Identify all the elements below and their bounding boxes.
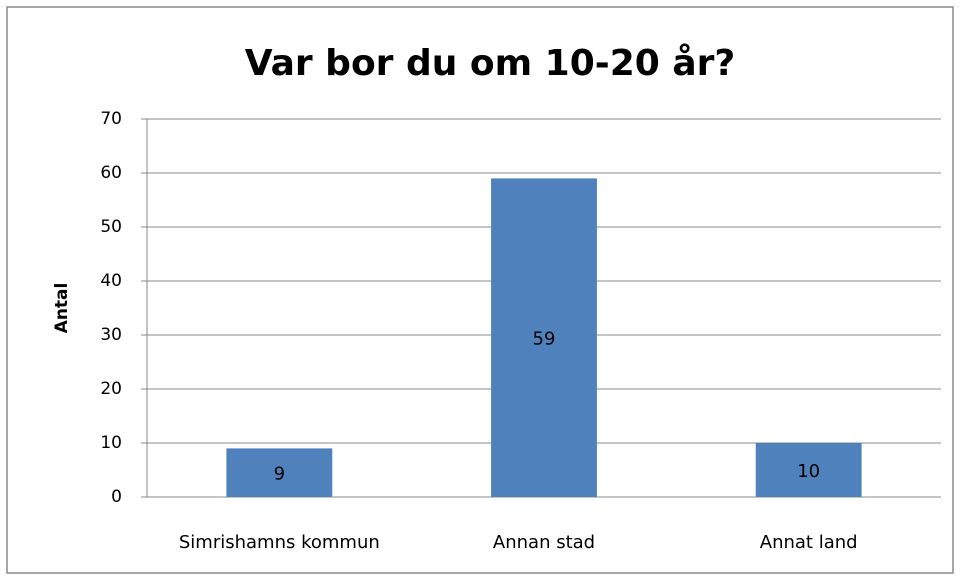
bar bbox=[491, 178, 597, 497]
data-label: 59 bbox=[533, 329, 556, 350]
x-tick-label: Annan stad bbox=[493, 532, 595, 553]
x-tick-label: Annat land bbox=[760, 532, 858, 553]
chart-title: Var bor du om 10-20 år? bbox=[245, 43, 736, 84]
x-tick-label: Simrishamns kommun bbox=[179, 532, 380, 553]
y-tick-label: 50 bbox=[100, 217, 122, 237]
y-tick-label: 70 bbox=[100, 109, 122, 129]
y-tick-label: 30 bbox=[100, 325, 122, 345]
y-axis-label: Antal bbox=[52, 283, 72, 334]
y-tick-label: 20 bbox=[100, 379, 122, 399]
bar bbox=[226, 448, 333, 497]
data-label: 10 bbox=[797, 461, 820, 482]
y-tick-label: 40 bbox=[100, 271, 122, 291]
data-label: 9 bbox=[274, 464, 285, 485]
y-tick-label: 10 bbox=[100, 433, 122, 453]
bar bbox=[755, 443, 862, 497]
y-tick-label: 60 bbox=[100, 163, 122, 183]
y-tick-label: 0 bbox=[111, 487, 122, 507]
